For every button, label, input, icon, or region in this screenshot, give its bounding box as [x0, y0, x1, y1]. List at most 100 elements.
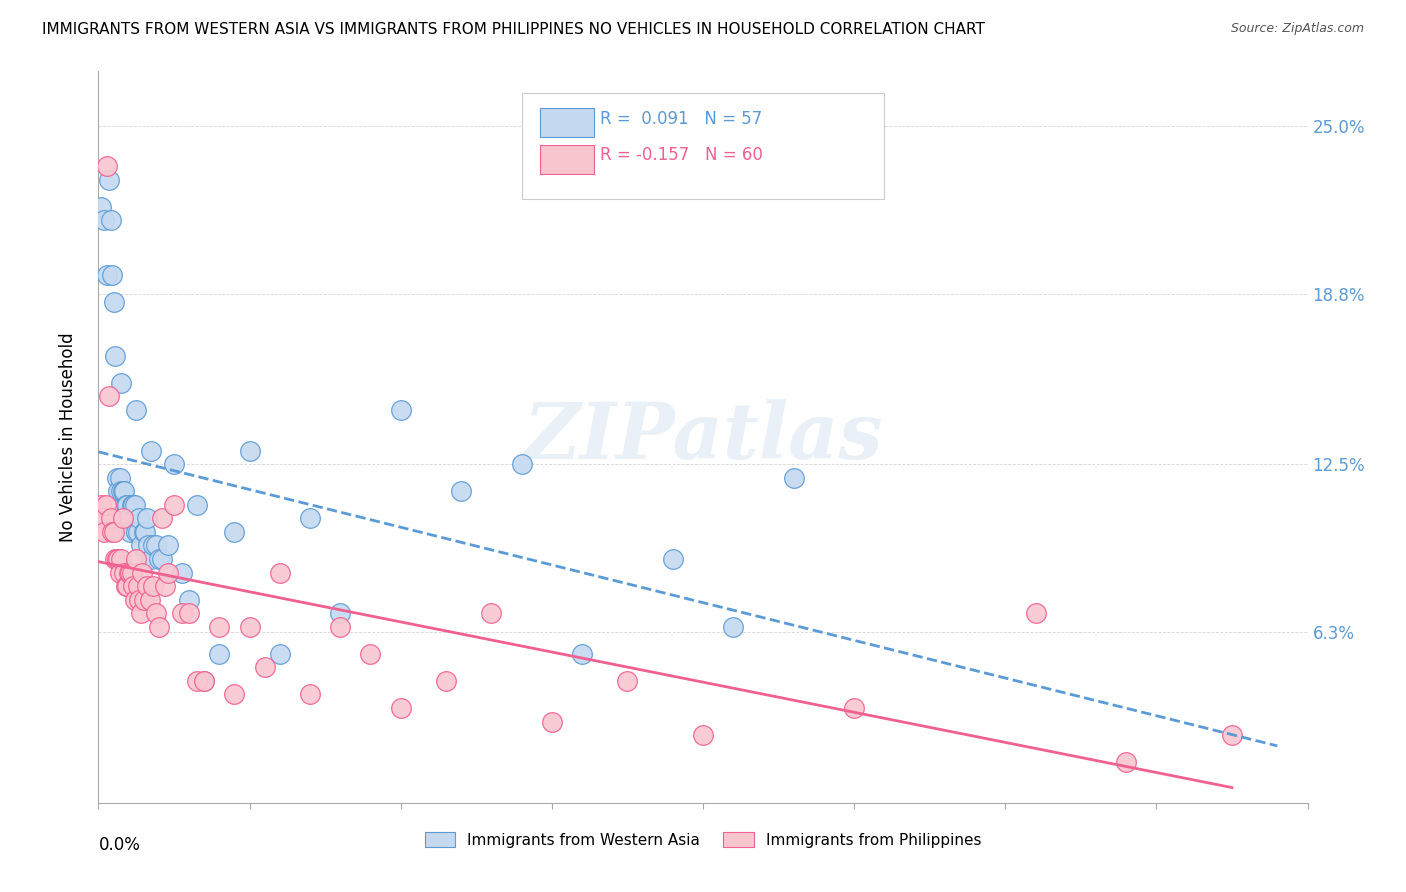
- Point: [170, 606, 193, 620]
- Point: [571, 647, 593, 661]
- Point: [112, 484, 135, 499]
- Legend: Immigrants from Western Asia, Immigrants from Philippines: Immigrants from Western Asia, Immigrants…: [419, 825, 987, 854]
- Point: [115, 579, 138, 593]
- Point: [329, 606, 352, 620]
- Point: [103, 294, 125, 309]
- Point: [540, 714, 562, 729]
- Point: [111, 484, 134, 499]
- Point: [186, 673, 208, 688]
- Point: [481, 606, 503, 620]
- Point: [135, 511, 157, 525]
- Point: [156, 566, 179, 580]
- Point: [269, 566, 291, 580]
- Point: [208, 647, 231, 661]
- Point: [131, 566, 153, 580]
- Point: [104, 552, 127, 566]
- Point: [90, 498, 112, 512]
- Point: [193, 673, 215, 688]
- Point: [224, 688, 246, 702]
- Point: [108, 471, 131, 485]
- Point: [129, 538, 152, 552]
- Point: [107, 552, 129, 566]
- Point: [101, 268, 124, 282]
- Point: [122, 498, 145, 512]
- Point: [94, 498, 117, 512]
- Point: [98, 389, 121, 403]
- Point: [145, 606, 167, 620]
- Text: R = -0.157   N = 60: R = -0.157 N = 60: [600, 146, 763, 164]
- Point: [114, 579, 136, 593]
- FancyBboxPatch shape: [540, 145, 595, 174]
- Point: [132, 592, 155, 607]
- Point: [170, 566, 193, 580]
- Point: [616, 673, 638, 688]
- Point: [239, 620, 262, 634]
- Point: [269, 647, 291, 661]
- Point: [110, 552, 132, 566]
- Point: [122, 579, 145, 593]
- Point: [1024, 606, 1046, 620]
- Point: [93, 213, 115, 227]
- Point: [139, 592, 162, 607]
- Point: [120, 524, 142, 539]
- Point: [111, 511, 134, 525]
- Point: [329, 620, 352, 634]
- Point: [153, 579, 176, 593]
- Point: [121, 498, 143, 512]
- Point: [186, 498, 208, 512]
- Point: [110, 484, 132, 499]
- Text: Source: ZipAtlas.com: Source: ZipAtlas.com: [1230, 22, 1364, 36]
- Point: [127, 579, 149, 593]
- FancyBboxPatch shape: [540, 108, 595, 137]
- Point: [125, 403, 148, 417]
- Point: [118, 566, 141, 580]
- Point: [101, 524, 124, 539]
- Point: [94, 37, 117, 52]
- Point: [103, 524, 125, 539]
- Point: [844, 701, 866, 715]
- Point: [148, 620, 170, 634]
- Text: IMMIGRANTS FROM WESTERN ASIA VS IMMIGRANTS FROM PHILIPPINES NO VEHICLES IN HOUSE: IMMIGRANTS FROM WESTERN ASIA VS IMMIGRAN…: [42, 22, 986, 37]
- Y-axis label: No Vehicles in Household: No Vehicles in Household: [59, 332, 77, 542]
- Point: [150, 511, 173, 525]
- Point: [299, 511, 322, 525]
- Point: [127, 524, 149, 539]
- Text: R =  0.091   N = 57: R = 0.091 N = 57: [600, 110, 762, 128]
- Point: [125, 524, 148, 539]
- Point: [142, 538, 165, 552]
- Point: [110, 376, 132, 390]
- Point: [360, 647, 382, 661]
- Point: [124, 592, 146, 607]
- Point: [1115, 755, 1137, 769]
- Point: [120, 566, 142, 580]
- Point: [100, 511, 122, 525]
- Point: [299, 688, 322, 702]
- Point: [179, 592, 201, 607]
- Point: [108, 566, 131, 580]
- Point: [389, 701, 412, 715]
- Point: [91, 511, 114, 525]
- Point: [193, 673, 215, 688]
- Point: [96, 268, 118, 282]
- Point: [115, 498, 138, 512]
- Point: [1220, 728, 1243, 742]
- Point: [114, 498, 136, 512]
- Point: [141, 552, 163, 566]
- Point: [121, 566, 143, 580]
- Point: [150, 552, 173, 566]
- Point: [105, 471, 128, 485]
- Point: [98, 172, 121, 186]
- Point: [100, 213, 122, 227]
- Point: [125, 552, 148, 566]
- Point: [692, 728, 714, 742]
- Point: [661, 552, 683, 566]
- Point: [96, 159, 118, 173]
- Point: [124, 498, 146, 512]
- Point: [128, 511, 150, 525]
- Point: [136, 538, 159, 552]
- Point: [135, 579, 157, 593]
- Point: [450, 484, 472, 499]
- Text: ZIPatlas: ZIPatlas: [523, 399, 883, 475]
- Text: 0.0%: 0.0%: [98, 836, 141, 854]
- Point: [723, 620, 745, 634]
